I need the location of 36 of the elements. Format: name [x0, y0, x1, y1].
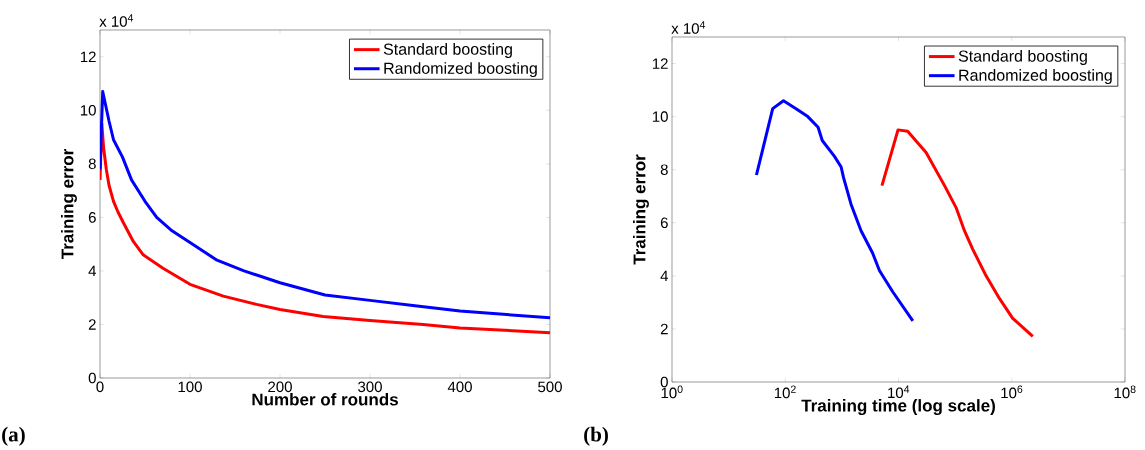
- y-tick-label: 6: [660, 217, 668, 229]
- y-tick-label: 2: [88, 319, 96, 330]
- x-tick-label: 10$^{2}$: [774, 385, 796, 399]
- x-tick-label: 0: [96, 381, 104, 393]
- y-tick-label: 10: [80, 104, 96, 116]
- text: (a): [2, 426, 25, 446]
- y-tick-label: 8: [88, 158, 96, 170]
- x-axis-title: Number of rounds: [252, 393, 398, 406]
- legend-label: Standard boosting: [383, 43, 512, 59]
- y-tick-label: 12: [80, 51, 96, 62]
- x-tick-label: 200: [268, 381, 292, 393]
- x-tick-label: 400: [447, 381, 472, 393]
- x-axis-title: Training time (log scale): [801, 399, 995, 416]
- legend-label: Standard boosting: [958, 50, 1087, 65]
- x-tick-label: 10$^{8}$: [1114, 385, 1136, 399]
- y-tick-label: 4: [660, 270, 669, 281]
- y-tick-label: 12: [652, 58, 668, 69]
- y-axis-title: Training error: [61, 149, 77, 260]
- x-tick-label: 500: [538, 381, 562, 393]
- x-tick-label: 10$^{6}$: [1001, 385, 1023, 399]
- y-axis-title: Training error: [633, 154, 649, 265]
- y-tick-label: 2: [660, 323, 668, 335]
- x-tick-label: 300: [358, 381, 382, 393]
- line-series: [100, 90, 551, 320]
- legend-label: Randomized boosting: [384, 62, 537, 78]
- y-tick-label: 4: [88, 265, 97, 277]
- text: x 10$^{4}$: [99, 14, 134, 27]
- text: (b): [584, 426, 608, 446]
- x-tick-label: 10$^{4}$: [888, 385, 910, 399]
- y-tick-label: 6: [88, 212, 96, 223]
- text: x 10$^{4}$: [671, 21, 706, 34]
- y-tick-label: 0: [88, 372, 96, 384]
- legend-label: Randomized boosting: [959, 69, 1112, 85]
- y-tick-label: 8: [660, 164, 668, 175]
- x-tick-label: 100: [178, 381, 202, 393]
- y-tick-label: 10: [652, 111, 668, 122]
